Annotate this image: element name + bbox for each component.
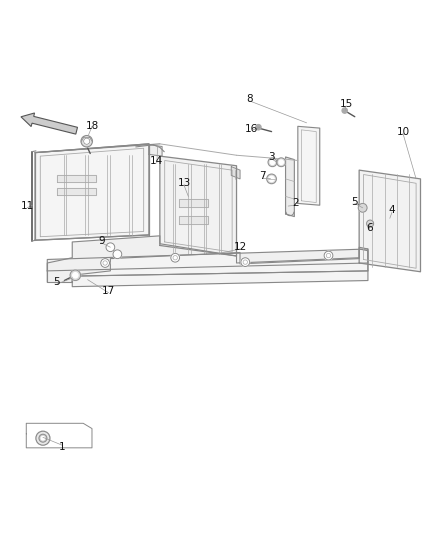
Polygon shape [57, 175, 96, 182]
Text: 1: 1 [59, 442, 66, 452]
Circle shape [241, 258, 250, 266]
Polygon shape [286, 157, 294, 216]
Circle shape [268, 158, 277, 167]
Circle shape [73, 273, 78, 278]
Circle shape [39, 434, 47, 442]
Polygon shape [149, 145, 162, 156]
Text: 3: 3 [268, 152, 275, 162]
Circle shape [36, 431, 50, 445]
Polygon shape [359, 170, 420, 272]
Circle shape [70, 270, 81, 280]
Polygon shape [72, 247, 368, 287]
Polygon shape [57, 188, 96, 195]
Text: 14: 14 [150, 156, 163, 166]
Polygon shape [298, 126, 320, 205]
Circle shape [106, 243, 115, 252]
Circle shape [113, 250, 122, 259]
Text: 18: 18 [85, 122, 99, 131]
Polygon shape [231, 167, 240, 179]
Text: 8: 8 [246, 94, 253, 104]
Circle shape [267, 174, 276, 184]
Polygon shape [160, 156, 237, 256]
Polygon shape [47, 236, 368, 282]
Circle shape [279, 160, 283, 165]
Text: 12: 12 [233, 242, 247, 252]
Polygon shape [179, 199, 208, 207]
Circle shape [269, 176, 274, 182]
Polygon shape [179, 216, 208, 223]
Text: 17: 17 [102, 286, 115, 296]
Text: 2: 2 [292, 198, 299, 208]
Text: 15: 15 [339, 100, 353, 109]
Circle shape [324, 251, 333, 260]
Circle shape [84, 138, 90, 144]
Circle shape [41, 437, 45, 440]
Text: 5: 5 [351, 197, 358, 207]
Text: 13: 13 [177, 178, 191, 188]
Text: 4: 4 [389, 205, 396, 215]
Polygon shape [47, 249, 368, 271]
Circle shape [342, 108, 347, 113]
Polygon shape [35, 144, 149, 240]
Circle shape [277, 158, 286, 167]
Text: 5: 5 [53, 277, 60, 287]
Circle shape [101, 259, 110, 268]
Text: 16: 16 [245, 124, 258, 134]
Circle shape [256, 125, 261, 130]
Circle shape [81, 135, 92, 147]
Text: 9: 9 [98, 236, 105, 246]
Circle shape [171, 253, 180, 262]
Text: 7: 7 [258, 171, 265, 181]
Text: 11: 11 [21, 201, 34, 211]
Circle shape [358, 204, 367, 212]
Circle shape [367, 220, 374, 227]
FancyArrow shape [21, 113, 78, 134]
Circle shape [270, 160, 275, 165]
Text: 6: 6 [366, 223, 373, 233]
Text: 10: 10 [396, 127, 410, 136]
